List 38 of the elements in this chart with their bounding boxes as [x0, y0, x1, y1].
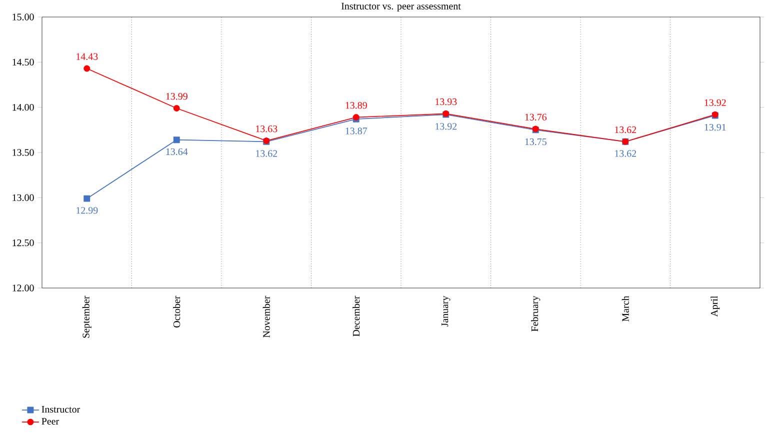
data-label: 13.62	[256, 150, 278, 157]
point	[84, 195, 90, 202]
y-tick-label: 13.00	[12, 194, 34, 202]
data-label: 13.64	[166, 148, 188, 156]
y-tick-label: 14.50	[12, 58, 34, 66]
x-tick-label: November	[262, 296, 270, 338]
y-tick-label: 12.00	[12, 284, 34, 292]
x-tick-label: April	[710, 296, 720, 317]
data-label: 13.62	[615, 126, 636, 134]
point	[173, 136, 180, 144]
legend-label: Peer	[42, 418, 60, 425]
data-label: 13.99	[166, 93, 188, 100]
data-label: 13.91	[704, 124, 726, 131]
legend-label: Instructor	[42, 406, 80, 413]
y-tick-label: 12.50	[12, 239, 34, 246]
x-tick-label: September	[82, 296, 92, 338]
point	[84, 65, 90, 72]
chart-title: Instructor vs. peer assessment	[341, 2, 461, 12]
x-tick-label: January	[442, 296, 450, 327]
data-label: 13.75	[525, 138, 546, 146]
data-label: 13.87	[346, 128, 368, 134]
data-label: 13.93	[436, 98, 457, 106]
data-label: 13.92	[704, 99, 726, 106]
data-label: 14.43	[76, 53, 98, 60]
y-tick-label: 13.50	[12, 149, 34, 156]
point	[173, 105, 180, 112]
y-tick-label: 15.00	[12, 14, 34, 20]
x-tick-label: October	[173, 296, 180, 328]
data-label: 13.89	[346, 102, 367, 109]
data-label: 13.92	[436, 123, 457, 130]
x-tick-label: March	[622, 296, 629, 322]
data-label: 12.99	[76, 207, 98, 214]
x-tick-label: February	[531, 296, 540, 332]
x-tick-label: December	[352, 296, 360, 336]
y-tick-label: 14.00	[12, 104, 34, 111]
data-label: 13.63	[256, 126, 278, 132]
data-label: 13.76	[525, 114, 547, 121]
data-label: 13.62	[615, 150, 636, 157]
